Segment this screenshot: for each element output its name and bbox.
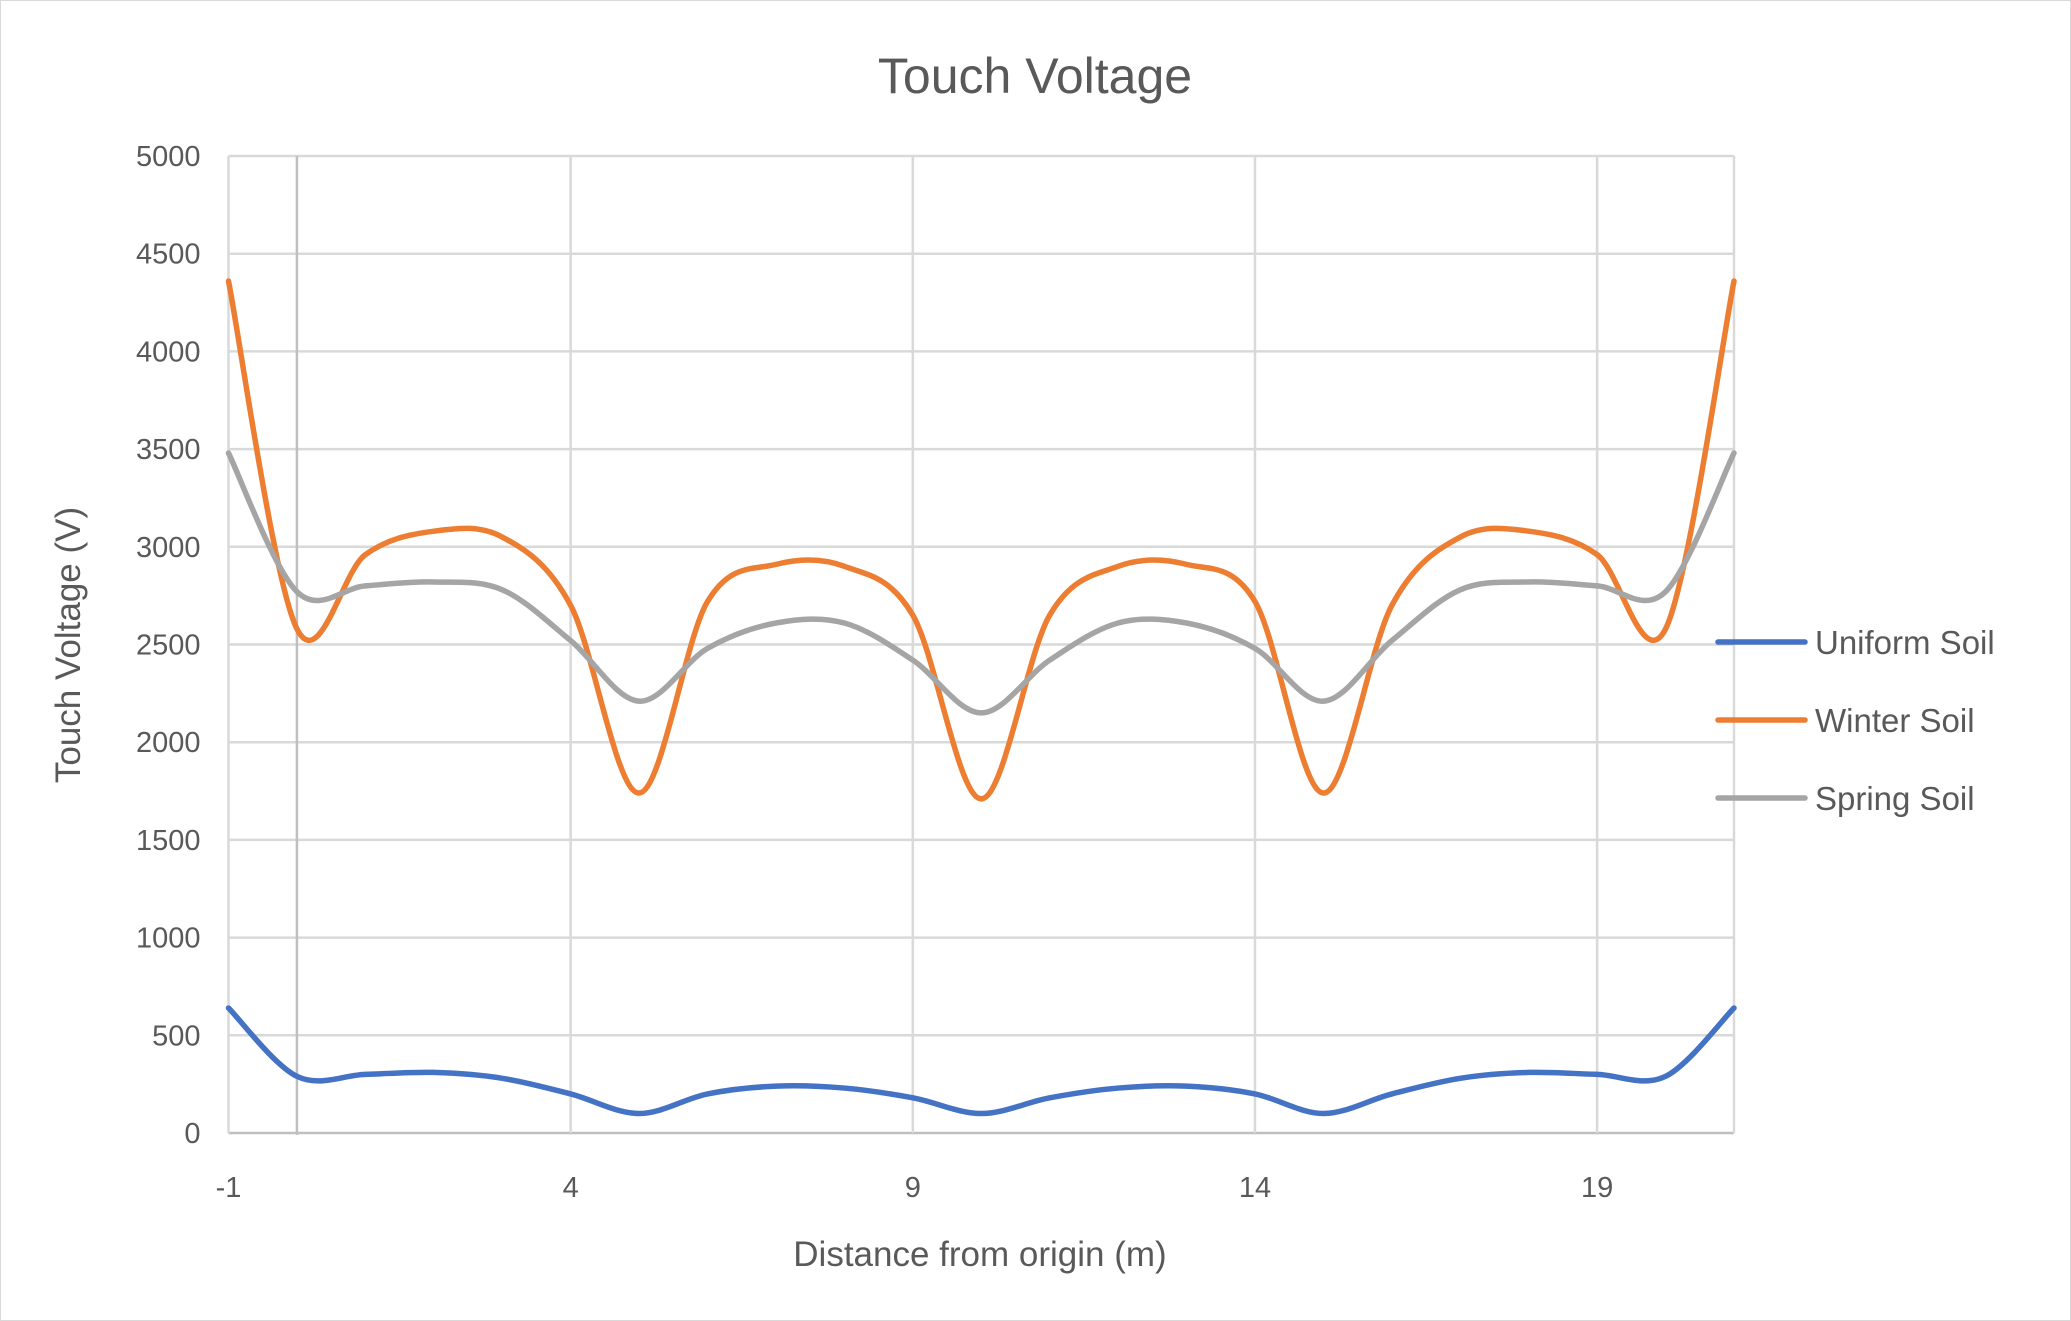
y-tick-label: 3500 [136, 434, 201, 466]
chart-title: Touch Voltage [878, 48, 1192, 104]
legend: Uniform Soil Winter Soil Spring Soil [1715, 624, 1995, 817]
y-tick-label: 0 [184, 1118, 200, 1150]
legend-label: Winter Soil [1815, 702, 1975, 739]
x-tick-label: 4 [563, 1172, 579, 1204]
legend-label: Uniform Soil [1815, 624, 1995, 661]
series-line-winter-soil [225, 278, 1737, 802]
x-tick-label: 9 [905, 1172, 921, 1204]
legend-label: Spring Soil [1815, 780, 1975, 817]
x-tick-label: 14 [1239, 1172, 1271, 1204]
y-tick-label: 4000 [136, 336, 201, 368]
y-tick-label: 500 [152, 1020, 200, 1052]
y-axis-title: Touch Voltage (V) [49, 507, 88, 783]
x-axis-title: Distance from origin (m) [793, 1235, 1166, 1274]
y-tick-label: 4500 [136, 239, 201, 271]
y-tick-label: 2500 [136, 630, 201, 662]
series-lines [225, 278, 1737, 1117]
series-line-spring-soil [225, 450, 1737, 716]
y-tick-label: 3000 [136, 532, 201, 564]
tick-labels: 0 500 1000 1500 2000 2500 3000 3500 4000 4500 5000… [136, 141, 1613, 1204]
y-tick-label: 5000 [136, 141, 201, 173]
y-tick-label: 2000 [136, 727, 201, 759]
gridlines [227, 154, 1736, 1135]
x-tick-label: -1 [216, 1172, 242, 1204]
x-tick-label: 19 [1581, 1172, 1613, 1204]
series-line-uniform-soil [225, 1005, 1737, 1117]
y-tick-label: 1000 [136, 923, 201, 955]
y-tick-label: 1500 [136, 825, 201, 857]
